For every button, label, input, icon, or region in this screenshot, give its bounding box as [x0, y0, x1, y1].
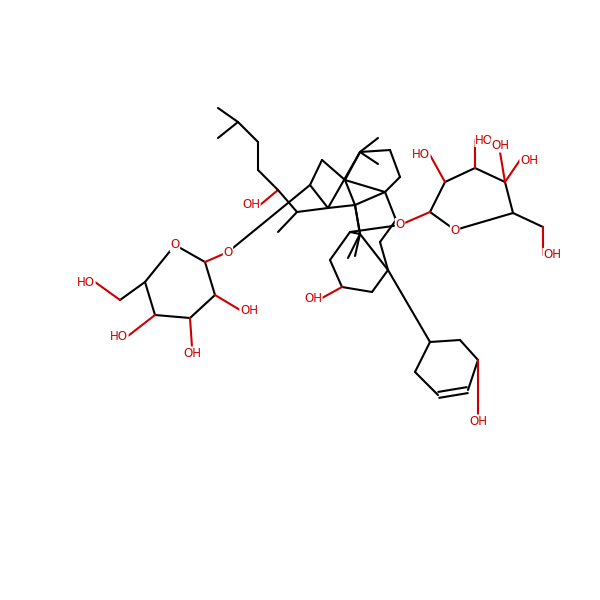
Text: HO: HO [77, 275, 95, 289]
Text: O: O [395, 218, 404, 232]
Text: OH: OH [543, 248, 561, 262]
Text: O: O [451, 223, 460, 236]
Text: HO: HO [475, 133, 493, 146]
Text: HO: HO [412, 148, 430, 161]
Text: OH: OH [304, 292, 322, 304]
Text: OH: OH [469, 415, 487, 428]
Text: O: O [223, 245, 233, 259]
Text: OH: OH [491, 139, 509, 152]
Text: OH: OH [240, 304, 258, 317]
Text: OH: OH [242, 199, 260, 211]
Text: O: O [170, 238, 179, 251]
Text: OH: OH [520, 154, 538, 166]
Text: OH: OH [183, 347, 201, 360]
Text: HO: HO [110, 329, 128, 343]
